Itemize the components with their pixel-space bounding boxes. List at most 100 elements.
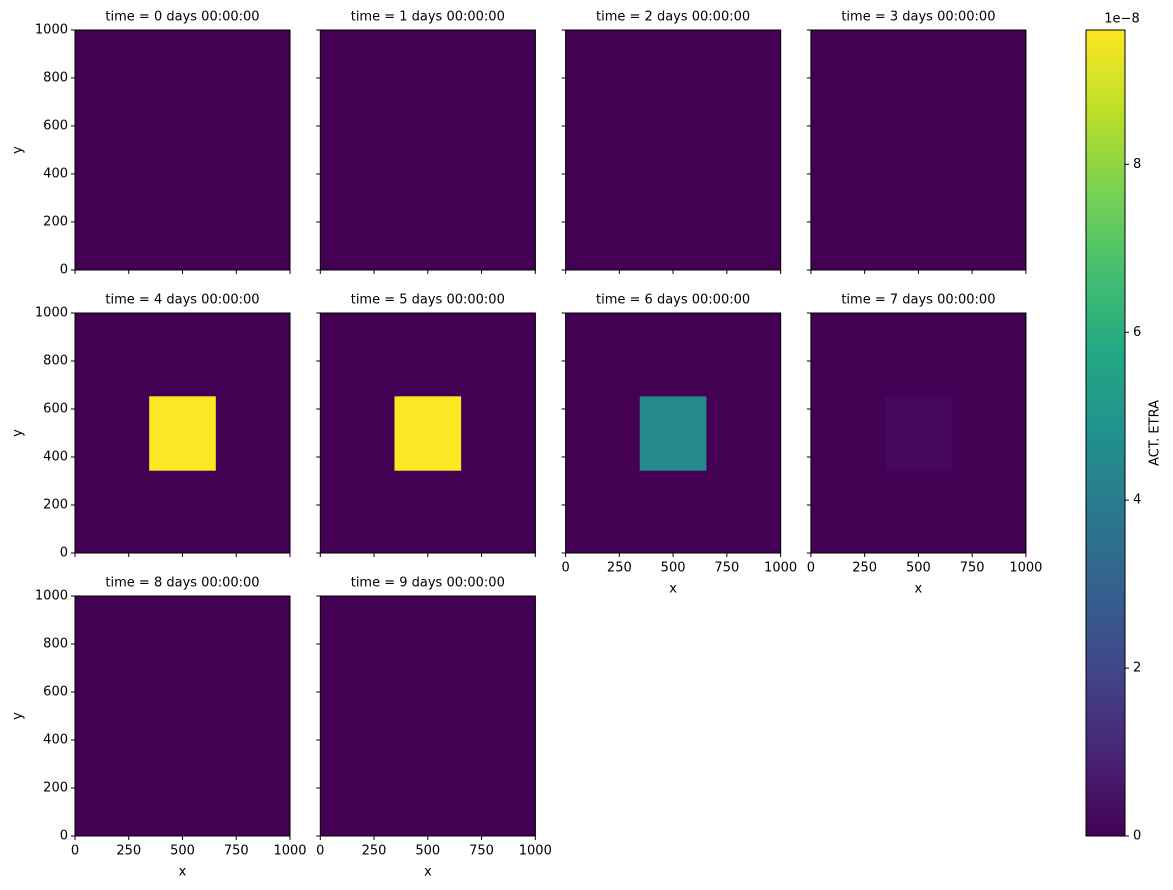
heatmap-cell	[885, 313, 953, 397]
heatmap-cell	[149, 313, 217, 397]
colorbar-tick-label: 4	[1133, 493, 1141, 508]
heatmap-cell	[810, 313, 886, 397]
heatmap-cell	[75, 470, 150, 554]
y-tick-label: 200	[43, 781, 68, 796]
y-tick-label: 1000	[35, 23, 68, 38]
heatmap-cell	[215, 596, 291, 680]
heatmap-cell	[565, 395, 641, 471]
heatmap-cell	[565, 313, 641, 397]
heatmap-cell	[706, 112, 782, 188]
heatmap-cell	[320, 112, 395, 188]
y-axis-label: y	[11, 712, 26, 720]
x-tick-label: 0	[316, 844, 324, 859]
panel-title: time = 4 days 00:00:00	[105, 293, 259, 308]
y-tick-label: 400	[43, 733, 68, 748]
heatmap-cell	[639, 112, 707, 188]
heatmap-cell	[320, 313, 395, 397]
x-tick-label: 250	[607, 561, 632, 576]
heatmap-cell	[885, 30, 953, 114]
heatmap-cell	[461, 596, 536, 680]
x-tick-label: 0	[71, 844, 79, 859]
y-axis-label: y	[11, 429, 26, 437]
heatmap-cell	[565, 470, 641, 554]
heatmap-cell	[951, 187, 1027, 271]
heatmap-cell	[75, 395, 150, 471]
heatmap-cell	[394, 187, 462, 271]
heatmap-cell	[215, 313, 291, 397]
panel-title: time = 9 days 00:00:00	[351, 576, 505, 591]
heatmap-cell	[639, 30, 707, 114]
heatmap-cell	[320, 30, 395, 114]
panel-title: time = 5 days 00:00:00	[351, 293, 505, 308]
heatmap-cell	[885, 112, 953, 188]
heatmap-cell	[951, 313, 1027, 397]
heatmap-cell	[810, 187, 886, 271]
heatmap-cell	[885, 187, 953, 271]
heatmap-cell	[706, 470, 782, 554]
panel-title: time = 7 days 00:00:00	[841, 293, 995, 308]
heatmap-cell	[951, 470, 1027, 554]
x-tick-label: 1000	[1009, 561, 1042, 576]
x-tick-label: 250	[852, 561, 877, 576]
heatmap-cell	[565, 187, 641, 271]
heatmap-cell	[394, 678, 462, 754]
heatmap-cell	[810, 30, 886, 114]
heatmap-cell	[639, 187, 707, 271]
heatmap-cell	[951, 30, 1027, 114]
heatmap-cell	[320, 753, 395, 837]
heatmap-cell	[706, 187, 782, 271]
x-tick-label: 750	[960, 561, 985, 576]
x-tick-label: 0	[561, 561, 569, 576]
heatmap-cell	[810, 395, 886, 471]
heatmap-cell	[394, 112, 462, 188]
x-axis-label: x	[915, 582, 923, 597]
heatmap-cell	[885, 395, 953, 471]
y-tick-label: 600	[43, 402, 68, 417]
heatmap-cell	[75, 30, 150, 114]
x-tick-label: 750	[714, 561, 739, 576]
colorbar-tick-label: 8	[1133, 157, 1141, 172]
heatmap-cell	[75, 678, 150, 754]
heatmap-cell	[149, 30, 217, 114]
heatmap-cell	[461, 313, 536, 397]
heatmap-cell	[639, 395, 707, 471]
x-axis-label: x	[424, 865, 432, 880]
heatmap-cell	[461, 678, 536, 754]
panel-title: time = 0 days 00:00:00	[105, 10, 259, 25]
heatmap-cell	[149, 678, 217, 754]
heatmap-cell	[320, 678, 395, 754]
y-tick-label: 200	[43, 498, 68, 513]
heatmap-cell	[215, 470, 291, 554]
heatmap-cell	[951, 395, 1027, 471]
heatmap-cell	[149, 470, 217, 554]
y-tick-label: 1000	[35, 306, 68, 321]
heatmap-cell	[394, 753, 462, 837]
heatmap-cell	[215, 753, 291, 837]
heatmap-cell	[215, 30, 291, 114]
heatmap-cell	[75, 112, 150, 188]
heatmap-cell	[639, 470, 707, 554]
y-axis-label: y	[11, 146, 26, 154]
heatmap-cell	[394, 30, 462, 114]
heatmap-cell	[461, 395, 536, 471]
y-tick-label: 0	[60, 829, 68, 844]
heatmap-cell	[461, 112, 536, 188]
heatmap-cell	[394, 313, 462, 397]
x-tick-label: 1000	[519, 844, 552, 859]
heatmap-cell	[565, 112, 641, 188]
heatmap-cell	[885, 470, 953, 554]
heatmap-cell	[461, 470, 536, 554]
x-axis-label: x	[669, 582, 677, 597]
y-tick-label: 600	[43, 685, 68, 700]
panel-title: time = 8 days 00:00:00	[105, 576, 259, 591]
heatmap-cell	[149, 753, 217, 837]
y-tick-label: 200	[43, 215, 68, 230]
heatmap-cell	[75, 313, 150, 397]
x-tick-label: 1000	[273, 844, 306, 859]
x-tick-label: 0	[807, 561, 815, 576]
heatmap-cell	[394, 596, 462, 680]
colorbar-label: ACT. ETRA	[1148, 400, 1163, 466]
heatmap-cell	[320, 596, 395, 680]
heatmap-cell	[706, 395, 782, 471]
heatmap-cell	[215, 112, 291, 188]
